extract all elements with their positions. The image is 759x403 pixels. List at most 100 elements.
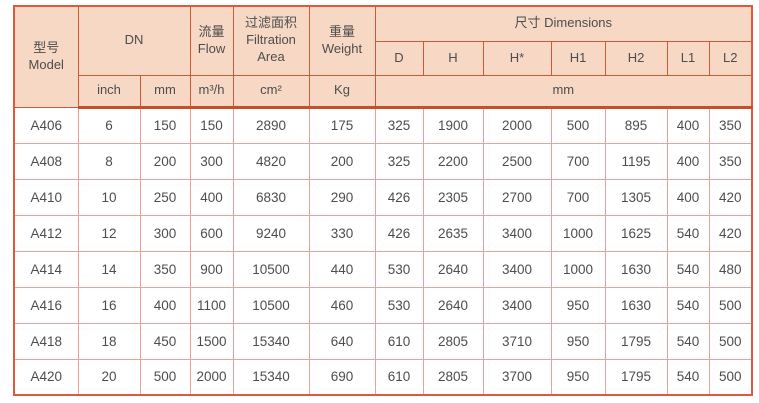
cell-dn-mm: 450 (139, 322, 191, 360)
cell-flow: 900 (189, 250, 234, 288)
table-row: A416 16 400 1100 10500 460 530 2640 3400 950 1630 5… (13, 286, 753, 324)
cell-dim-h: 2635 (422, 214, 484, 252)
header-row-units: inch mm m³/h cm² Kg mm (14, 74, 753, 109)
unit-mm: mm (139, 74, 191, 109)
table-row: A408 8 200 300 4820 200 325 2200 2500 700 1195 400 3… (13, 142, 753, 180)
cell-dim-h1: 950 (550, 358, 606, 396)
col-header-hstar: H* (482, 40, 552, 76)
cell-dn-mm: 200 (139, 142, 191, 180)
col-header-flow: 流量 Flow (189, 5, 234, 76)
cell-dn-inch: 20 (77, 358, 141, 396)
cell-dim-d: 325 (374, 106, 424, 144)
cell-dn-inch: 18 (77, 322, 141, 360)
cell-dim-h1: 950 (550, 322, 606, 360)
cell-model: A414 (13, 250, 79, 288)
cell-dim-h: 2305 (422, 178, 484, 216)
cell-dn-mm: 350 (139, 250, 191, 288)
unit-inch: inch (77, 74, 141, 109)
cell-dim-l2: 420 (708, 178, 753, 216)
cell-dim-d: 610 (374, 358, 424, 396)
cell-flow: 400 (189, 178, 234, 216)
table-row: A414 14 350 900 10500 440 530 2640 3400 1000 1630 5… (13, 250, 753, 288)
cell-model: A406 (13, 106, 79, 144)
cell-weight: 640 (308, 322, 376, 360)
col-header-weight: 重量 Weight (308, 5, 376, 76)
col-header-l1: L1 (666, 40, 710, 76)
unit-flow: m³/h (189, 74, 234, 109)
cell-flow: 150 (189, 106, 234, 144)
table-body: A406 6 150 150 2890 175 325 1900 2000 500 895 400 35… (13, 106, 753, 396)
cell-dim-h2: 1630 (604, 250, 668, 288)
cell-dim-h2: 1630 (604, 286, 668, 324)
cell-dim-l1: 540 (666, 358, 710, 396)
cell-dim-h1: 950 (550, 286, 606, 324)
col-header-d: D (374, 40, 424, 76)
col-header-dimensions: 尺寸 Dimensions (374, 5, 753, 42)
cell-dim-h: 2805 (422, 322, 484, 360)
cell-filtration-area: 6830 (232, 178, 310, 216)
cell-model: A418 (13, 322, 79, 360)
cell-dn-inch: 12 (77, 214, 141, 252)
cell-weight: 175 (308, 106, 376, 144)
spec-table: 型号 Model DN 流量 Flow 过滤面积 Filtration Area… (13, 5, 754, 396)
unit-area: cm² (232, 74, 310, 109)
cell-dn-mm: 150 (139, 106, 191, 144)
cell-dn-mm: 400 (139, 286, 191, 324)
cell-dim-l1: 400 (666, 106, 710, 144)
header-row-groups: 型号 Model DN 流量 Flow 过滤面积 Filtration Area… (13, 5, 753, 108)
cell-dim-l2: 480 (708, 250, 753, 288)
cell-filtration-area: 10500 (232, 286, 310, 324)
cell-dim-d: 325 (374, 142, 424, 180)
cell-dim-l1: 540 (666, 250, 710, 288)
col-header-h: H (422, 40, 484, 76)
cell-weight: 290 (308, 178, 376, 216)
cell-model: A410 (13, 178, 79, 216)
cell-dim-hstar: 2700 (482, 178, 552, 216)
cell-dim-h: 2640 (422, 286, 484, 324)
table-row: A406 6 150 150 2890 175 325 1900 2000 500 895 400 35… (13, 106, 753, 144)
cell-dim-h2: 1795 (604, 358, 668, 396)
cell-flow: 300 (189, 142, 234, 180)
cell-dim-l2: 350 (708, 106, 753, 144)
cell-dim-hstar: 2500 (482, 142, 552, 180)
cell-dim-d: 530 (374, 250, 424, 288)
cell-flow: 1100 (189, 286, 234, 324)
cell-filtration-area: 10500 (232, 250, 310, 288)
cell-filtration-area: 2890 (232, 106, 310, 144)
cell-dim-hstar: 3710 (482, 322, 552, 360)
cell-dim-h1: 1000 (550, 250, 606, 288)
cell-dim-d: 530 (374, 286, 424, 324)
header-row-dimension-cols: D H H* H1 H2 L1 L2 (14, 40, 753, 76)
cell-dn-inch: 10 (77, 178, 141, 216)
table-row: A410 10 250 400 6830 290 426 2305 2700 700 1305 400… (13, 178, 753, 216)
cell-dim-h1: 1000 (550, 214, 606, 252)
cell-dim-hstar: 3700 (482, 358, 552, 396)
cell-weight: 440 (308, 250, 376, 288)
cell-weight: 460 (308, 286, 376, 324)
cell-dim-h1: 700 (550, 142, 606, 180)
unit-dimensions: mm (374, 74, 753, 109)
cell-dim-h: 2640 (422, 250, 484, 288)
cell-dim-l1: 400 (666, 142, 710, 180)
cell-dim-h2: 1795 (604, 322, 668, 360)
cell-dn-mm: 500 (139, 358, 191, 396)
cell-dim-h: 1900 (422, 106, 484, 144)
cell-dim-hstar: 3400 (482, 286, 552, 324)
cell-flow: 600 (189, 214, 234, 252)
cell-flow: 1500 (189, 322, 234, 360)
col-header-h1: H1 (550, 40, 606, 76)
cell-dim-h1: 500 (550, 106, 606, 144)
col-header-h2: H2 (604, 40, 668, 76)
cell-dn-inch: 6 (77, 106, 141, 144)
cell-dn-mm: 300 (139, 214, 191, 252)
cell-dim-d: 610 (374, 322, 424, 360)
cell-model: A412 (13, 214, 79, 252)
cell-dim-l2: 420 (708, 214, 753, 252)
table-row: A412 12 300 600 9240 330 426 2635 3400 1000 1625 54… (13, 214, 753, 252)
cell-model: A420 (13, 358, 79, 396)
cell-dim-h2: 1305 (604, 178, 668, 216)
cell-filtration-area: 9240 (232, 214, 310, 252)
cell-dim-hstar: 3400 (482, 250, 552, 288)
cell-flow: 2000 (189, 358, 234, 396)
cell-dim-h2: 895 (604, 106, 668, 144)
